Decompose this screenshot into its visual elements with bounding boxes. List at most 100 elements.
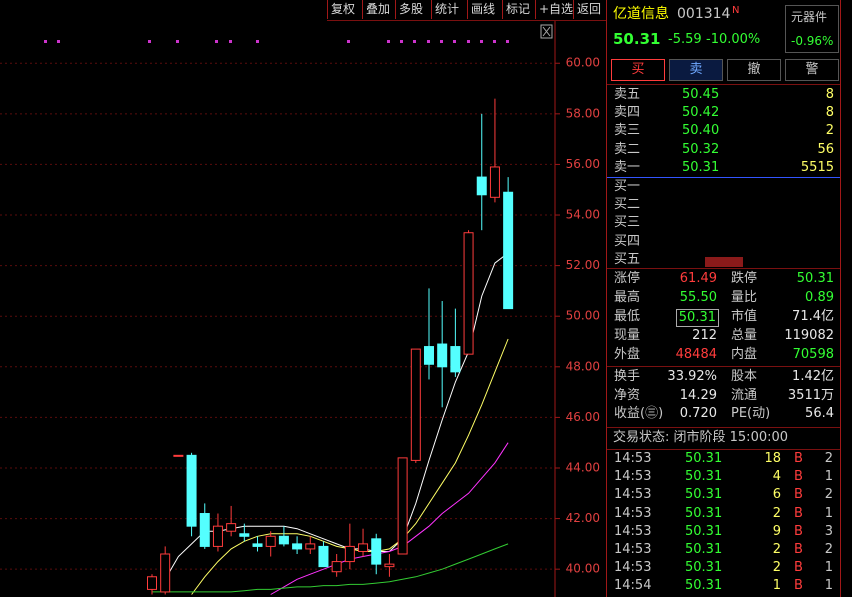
stat-label: 市值 xyxy=(731,309,758,324)
stat-value: 71.4亿 xyxy=(792,309,834,324)
trade-button[interactable]: 撤 xyxy=(727,59,781,81)
candle-body xyxy=(318,545,329,568)
candle-body xyxy=(265,535,276,547)
stat-value: 70598 xyxy=(792,347,834,362)
stat-label: 外盘 xyxy=(614,347,641,362)
trade-volume: 2 xyxy=(772,542,781,557)
candle-body xyxy=(489,166,500,198)
trade-volume: 1 xyxy=(772,578,781,594)
price-change: -5.59 xyxy=(668,32,702,47)
stat-value: 50.31 xyxy=(675,309,719,327)
ask-volume: 56 xyxy=(817,141,834,157)
trade-count: 2 xyxy=(824,487,833,503)
candle-body xyxy=(476,176,487,196)
candle-body xyxy=(450,346,461,373)
trade-time: 14:54 xyxy=(614,578,652,594)
stat-label: 流通 xyxy=(731,387,758,403)
ask-label: 卖一 xyxy=(614,159,641,175)
trade-price: 50.31 xyxy=(685,542,723,557)
expand-tab xyxy=(705,257,743,267)
candle-body xyxy=(173,454,184,457)
candle-body xyxy=(410,348,421,461)
signal-dots xyxy=(44,40,509,43)
y-tick-label: 46.00 xyxy=(566,410,600,424)
trade-volume: 18 xyxy=(764,451,781,466)
stat-label: 股本 xyxy=(731,369,758,384)
trade-price: 50.31 xyxy=(685,487,723,503)
trade-time: 14:53 xyxy=(614,469,652,485)
stat-value: 1.42亿 xyxy=(792,369,834,384)
toolbar-button[interactable]: +自选 xyxy=(535,0,573,19)
trade-price: 50.31 xyxy=(685,578,723,594)
trade-button[interactable]: 卖 xyxy=(669,59,723,81)
toolbar-button[interactable]: 叠加 xyxy=(362,0,390,19)
sector-pct: -0.96% xyxy=(791,34,834,48)
trade-count: 2 xyxy=(824,451,833,466)
y-tick-label: 42.00 xyxy=(566,511,600,525)
vertical-divider xyxy=(840,0,841,597)
y-tick-label: 54.00 xyxy=(566,208,600,222)
trade-price: 50.31 xyxy=(685,523,723,539)
stat-label: 涨停 xyxy=(614,271,641,286)
toolbar-button[interactable]: 统计 xyxy=(431,0,459,19)
kline-chart: 40.00 42.00 44.00 46.00 48.00 50.00 52.00 54.00… xyxy=(0,20,600,597)
ask-volume: 5515 xyxy=(800,159,834,175)
ask-label: 卖五 xyxy=(614,87,641,102)
candle-body xyxy=(344,545,355,563)
candle-body xyxy=(147,576,157,590)
ask-price: 50.45 xyxy=(682,87,720,102)
separator xyxy=(607,449,840,450)
trade-count: 1 xyxy=(824,560,833,576)
trade-button[interactable]: 买 xyxy=(611,59,665,81)
stat-value: 61.49 xyxy=(679,271,717,286)
bid-label: 买二 xyxy=(614,197,641,213)
stat-value: 48484 xyxy=(675,347,717,362)
ask-volume: 8 xyxy=(825,105,834,121)
toolbar-button[interactable]: 返回 xyxy=(573,0,601,19)
toolbar-button[interactable]: 画线 xyxy=(467,0,495,19)
trade-time: 14:53 xyxy=(614,560,652,576)
y-tick-label: 40.00 xyxy=(566,562,600,576)
bid-label: 买三 xyxy=(614,215,641,231)
trade-count: 3 xyxy=(824,523,833,539)
separator xyxy=(327,20,607,21)
trade-price: 50.31 xyxy=(685,451,723,466)
stat-label: 最低 xyxy=(614,309,641,324)
trade-button[interactable]: 警 xyxy=(785,59,839,81)
ask-volume: 8 xyxy=(825,87,834,102)
stat-value: 50.31 xyxy=(796,271,834,286)
y-tick-label: 60.00 xyxy=(566,56,600,70)
stat-label: 收益(㊂) xyxy=(614,406,664,421)
trade-side: B xyxy=(794,451,803,466)
y-tick-label: 50.00 xyxy=(566,309,600,323)
stat-label: 净资 xyxy=(614,387,641,403)
trade-time: 14:53 xyxy=(614,505,652,521)
stat-label: PE(动) xyxy=(731,406,771,421)
separator xyxy=(607,427,840,428)
trade-volume: 4 xyxy=(772,469,781,485)
stat-label: 最高 xyxy=(614,290,641,305)
moving-average-line xyxy=(152,543,509,593)
trade-price: 50.31 xyxy=(685,505,723,521)
trade-side: B xyxy=(794,560,803,576)
stock-name: 亿道信息 xyxy=(613,6,669,22)
trade-side: B xyxy=(794,578,803,594)
ask-price: 50.40 xyxy=(682,123,720,139)
moving-average-line xyxy=(270,442,509,595)
trade-time: 14:53 xyxy=(614,523,652,539)
toolbar-button[interactable]: 多股 xyxy=(395,0,423,19)
vertical-divider xyxy=(606,0,607,597)
toolbar-button[interactable]: 标记 xyxy=(502,0,530,19)
trade-side: B xyxy=(794,505,803,521)
candle-body xyxy=(252,543,263,547)
stat-label: 换手 xyxy=(614,369,641,384)
ask-price: 50.31 xyxy=(682,159,720,175)
stat-label: 现量 xyxy=(614,328,641,343)
trading-status: 交易状态: 闭市阶段 15:00:00 xyxy=(613,430,789,445)
close-button[interactable] xyxy=(540,24,553,39)
trade-volume: 6 xyxy=(772,487,781,503)
ask-price: 50.42 xyxy=(682,105,720,121)
stat-label: 量比 xyxy=(731,290,758,305)
toolbar-button[interactable]: 复权 xyxy=(327,0,355,19)
